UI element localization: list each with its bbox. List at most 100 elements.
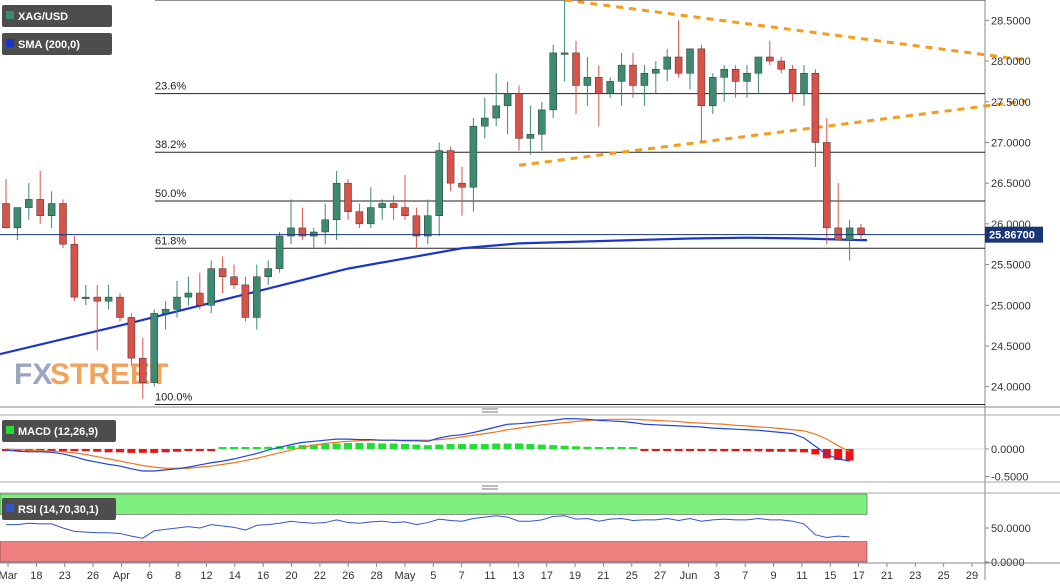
macd-chart [0,418,985,472]
macd-histogram-bar [378,443,387,449]
x-tick-label: 25 [626,570,638,582]
macd-y-tick-label: -0.5000 [991,472,1028,484]
macd-label: MACD (12,26,9) [18,426,98,438]
candle-body [857,227,865,235]
macd-histogram-bar [708,449,717,451]
candle [218,256,227,294]
x-tick-label: 7 [459,570,465,582]
candle [127,313,136,367]
rsi-resize-handle[interactable] [482,485,498,490]
candle-body [720,68,728,78]
macd-histogram-bar [800,449,808,453]
candle [367,187,375,228]
candle-body [36,199,44,216]
x-tick-label: May [395,570,416,582]
macd-histogram-bar [640,449,649,451]
candle-body [743,73,751,82]
x-tick-label: 23 [59,570,71,582]
x-tick-label: 12 [200,570,212,582]
fib-label: 100.0% [155,392,193,404]
candle [709,73,717,114]
symbol-label: XAG/USD [18,11,68,23]
candle [686,48,694,90]
macd-histogram-bar [138,449,147,453]
macd-histogram-bar [47,449,56,451]
candle-body [538,109,546,135]
candle [253,264,261,330]
x-tick-label: 22 [314,570,326,582]
candle [823,118,831,245]
candle-body [526,134,535,139]
candle [104,284,113,310]
macd-histogram-bar [845,449,854,461]
candle [777,56,785,74]
candle-body [606,81,614,94]
candle [275,231,284,273]
candle [287,199,295,245]
sma-200-line [0,236,867,356]
candle [766,40,774,66]
macd-histogram-bar [503,443,512,449]
macd-histogram-bar [389,443,398,449]
candle-body [788,68,797,94]
rsi-color-swatch [6,504,14,512]
macd-histogram-bar [2,449,10,451]
macd-pill[interactable]: MACD (12,26,9) [2,420,116,442]
candle-body [617,64,626,82]
candle [310,227,318,249]
macd-resize-handle[interactable] [482,408,498,413]
candle [697,44,706,143]
rsi-y-tick-label: 50.0000 [991,523,1031,535]
macd-histogram-bar [81,449,90,452]
sma-label: SMA (200,0) [18,39,80,51]
macd-histogram-bar [594,447,603,449]
candle-body [401,207,409,216]
x-tick-label: 18 [30,570,42,582]
candle [538,101,546,151]
candle-body [367,207,375,225]
symbol-pill[interactable]: XAG/USD [2,5,112,27]
macd-histogram-bar [116,449,124,453]
x-tick-label: 11 [796,570,807,582]
candle-body [629,64,637,86]
candle-body [25,199,33,208]
macd-histogram-bar [366,442,375,449]
macd-histogram-bar [572,446,580,449]
macd-histogram-bar [526,444,535,449]
macd-histogram-bar [731,449,740,452]
fib-label: 61.8% [155,235,186,247]
y-tick-label: 27.0000 [991,137,1031,149]
macd-histogram-bar [70,449,79,451]
candle [845,219,854,261]
candle [139,337,147,399]
candle [834,183,842,241]
candle-body [184,292,193,298]
macd-histogram-bar [355,442,364,449]
rsi-chart [0,493,868,563]
macd-histogram-bar [218,447,227,449]
candle-body [560,52,569,55]
macd-histogram-bar [674,449,683,451]
candle [184,276,193,306]
candle [2,179,10,229]
x-tick-label: 26 [342,570,354,582]
candle-body [435,150,443,216]
candle [435,142,443,237]
candle [583,56,592,106]
watermark-street: STREET [50,358,168,391]
y-tick-label: 24.0000 [991,382,1031,394]
rsi-pill[interactable]: RSI (14,70,30,1) [2,498,116,520]
macd-histogram-bar [195,449,204,451]
candle [469,118,478,212]
candle [492,73,500,127]
last-price-box [985,226,1043,243]
candle-body [446,150,455,184]
candle-body [469,125,478,188]
candle [720,65,728,102]
macd-histogram-bar [617,447,626,449]
x-tick-label: 7 [742,570,748,582]
sma-pill[interactable]: SMA (200,0) [2,33,112,55]
candle-body [93,296,101,302]
candle-body [332,182,341,221]
